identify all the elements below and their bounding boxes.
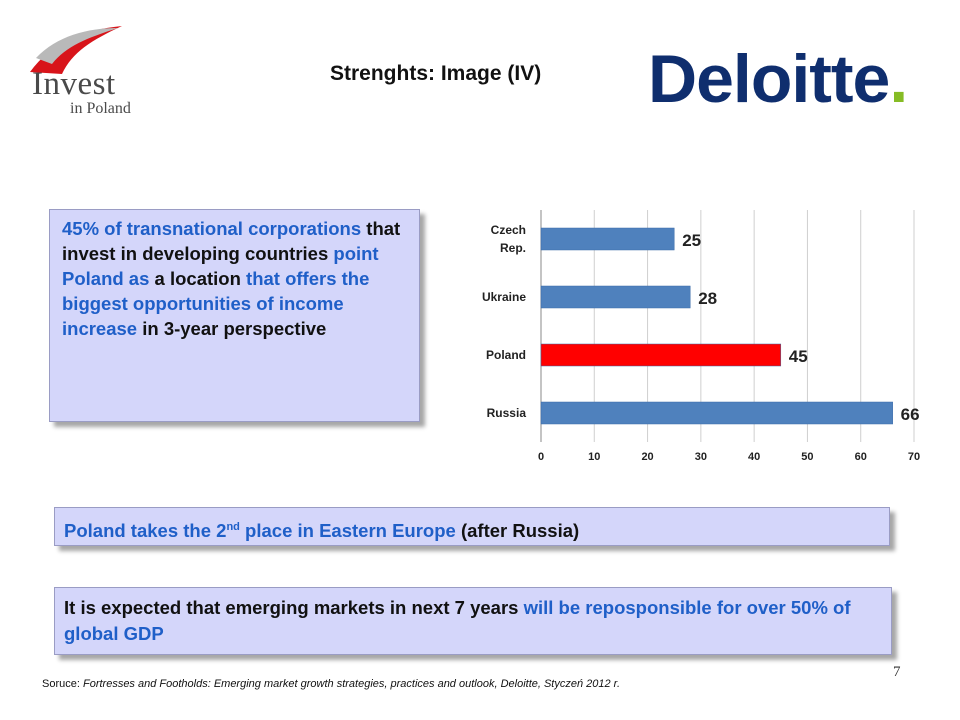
bar: [540, 285, 691, 309]
ranking-text: Poland takes the 2: [64, 520, 227, 542]
ranking-text: place in Eastern Europe: [239, 520, 461, 542]
x-tick-label: 0: [538, 451, 544, 463]
ranking-text: (after Russia): [460, 520, 580, 542]
x-tick-label: 20: [641, 451, 653, 463]
key-finding-part: point Poland as: [62, 243, 379, 289]
category-label: Rep.: [500, 241, 526, 255]
x-tick-label: 30: [695, 451, 707, 463]
x-tick-label: 60: [855, 451, 867, 463]
key-finding-box: 45% of transnational corporations that i…: [49, 209, 420, 422]
data-label: 25: [682, 231, 701, 250]
gdp-forecast-text: will be reposponsible for over 50% of gl…: [64, 597, 851, 644]
bar: [540, 343, 782, 367]
source-label: Soruce:: [42, 678, 80, 690]
x-tick-label: 10: [588, 451, 600, 463]
gdp-forecast-text: It is expected that emerging markets in …: [64, 597, 524, 618]
bar: [540, 227, 675, 251]
source-text: Fortresses and Footholds: Emerging marke…: [79, 678, 620, 690]
slide-title: Strenghts: Image (IV): [330, 62, 542, 85]
data-label: 28: [698, 289, 717, 308]
category-label: Ukraine: [482, 290, 526, 304]
key-finding-part: in 3-year perspective: [142, 318, 327, 339]
bar: [540, 401, 893, 425]
flag-swoosh-icon: [30, 26, 122, 74]
ranking-box: Poland takes the 2nd place in Eastern Eu…: [54, 507, 890, 546]
deloitte-logo-text: Deloitte: [648, 41, 890, 117]
gdp-forecast-box: It is expected that emerging markets in …: [54, 587, 892, 655]
logo-text: Invest: [32, 66, 116, 102]
category-label: Russia: [487, 406, 527, 420]
category-label: Poland: [486, 348, 526, 362]
key-finding-part: that invest in developing countries: [62, 218, 401, 264]
data-label: 45: [789, 347, 808, 366]
deloitte-logo-dot: .: [889, 41, 908, 117]
x-tick-label: 70: [908, 451, 920, 463]
x-tick-label: 50: [801, 451, 813, 463]
page-number: 7: [893, 664, 901, 680]
x-tick-label: 40: [748, 451, 760, 463]
ranking-superscript: nd: [226, 521, 240, 533]
invest-in-poland-logo: Invest in Poland: [22, 22, 142, 122]
data-label: 66: [901, 405, 920, 424]
source-note: Soruce: Fortresses and Footholds: Emergi…: [42, 678, 620, 690]
key-finding-part: 45% of transnational corporations: [62, 218, 367, 239]
category-label: Czech: [491, 223, 526, 237]
logo-subtext: in Poland: [70, 100, 131, 117]
key-finding-part: that offers the biggest opportunities of…: [62, 268, 370, 339]
countries-bar-chart: 0 10 20 30 40 50 60 70 25 Czech Rep. 28 Ukraine 45 Pol…: [482, 210, 920, 463]
key-finding-part: a location: [154, 268, 247, 289]
deloitte-logo: Deloitte.: [648, 45, 908, 113]
